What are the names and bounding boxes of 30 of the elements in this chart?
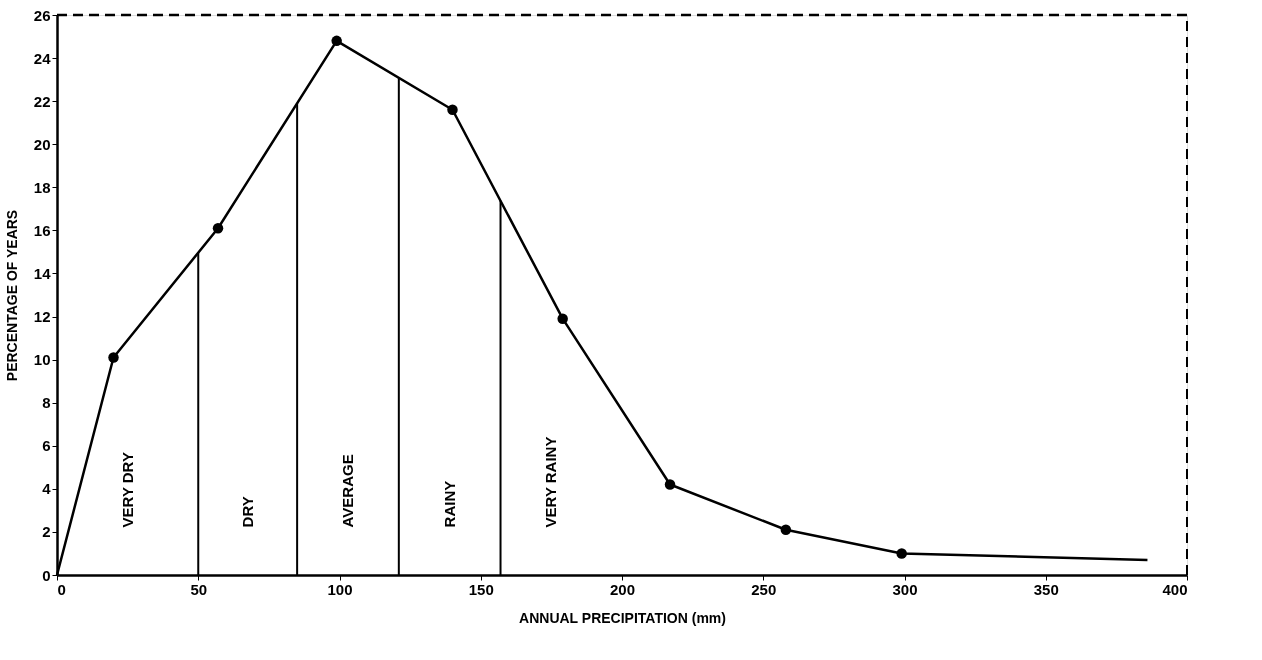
- y-tick-label: 0: [42, 566, 51, 584]
- y-tick-label: 8: [42, 394, 51, 412]
- y-axis-title: PERCENTAGE OF YEARS: [3, 209, 20, 382]
- x-tick-label: 0: [57, 580, 66, 598]
- y-tick-label: 12: [33, 308, 51, 326]
- annotation: RAINY: [440, 480, 458, 528]
- y-tick-label: 20: [33, 135, 51, 153]
- annotation: VERY RAINY: [542, 436, 560, 528]
- y-tick-label: 2: [42, 523, 51, 541]
- x-axis-title: ANNUAL PRECIPITATION (mm): [519, 609, 726, 626]
- y-tick-label: 10: [33, 351, 51, 369]
- y-tick-label: 16: [33, 221, 51, 239]
- y-tick-label: 26: [33, 6, 51, 24]
- x-tick-label: 250: [751, 580, 777, 598]
- x-tick-label: 50: [190, 580, 208, 598]
- x-tick-label: 300: [892, 580, 918, 598]
- annotation: AVERAGE: [338, 454, 356, 528]
- x-tick-label: 200: [609, 580, 636, 598]
- annotation: VERY DRY: [118, 452, 136, 528]
- x-tick-label: 150: [468, 580, 494, 598]
- x-tick-label: 100: [327, 580, 353, 598]
- y-tick-label: 22: [33, 92, 51, 110]
- y-tick-label: 6: [42, 437, 51, 455]
- y-tick-label: 14: [33, 264, 52, 282]
- x-tick-label: 400: [1162, 580, 1188, 598]
- y-tick-label: 24: [33, 49, 52, 67]
- y-tick-label: 4: [42, 480, 52, 498]
- x-tick-label: 350: [1033, 580, 1059, 598]
- annotation: DRY: [238, 496, 256, 528]
- y-tick-label: 18: [33, 178, 51, 196]
